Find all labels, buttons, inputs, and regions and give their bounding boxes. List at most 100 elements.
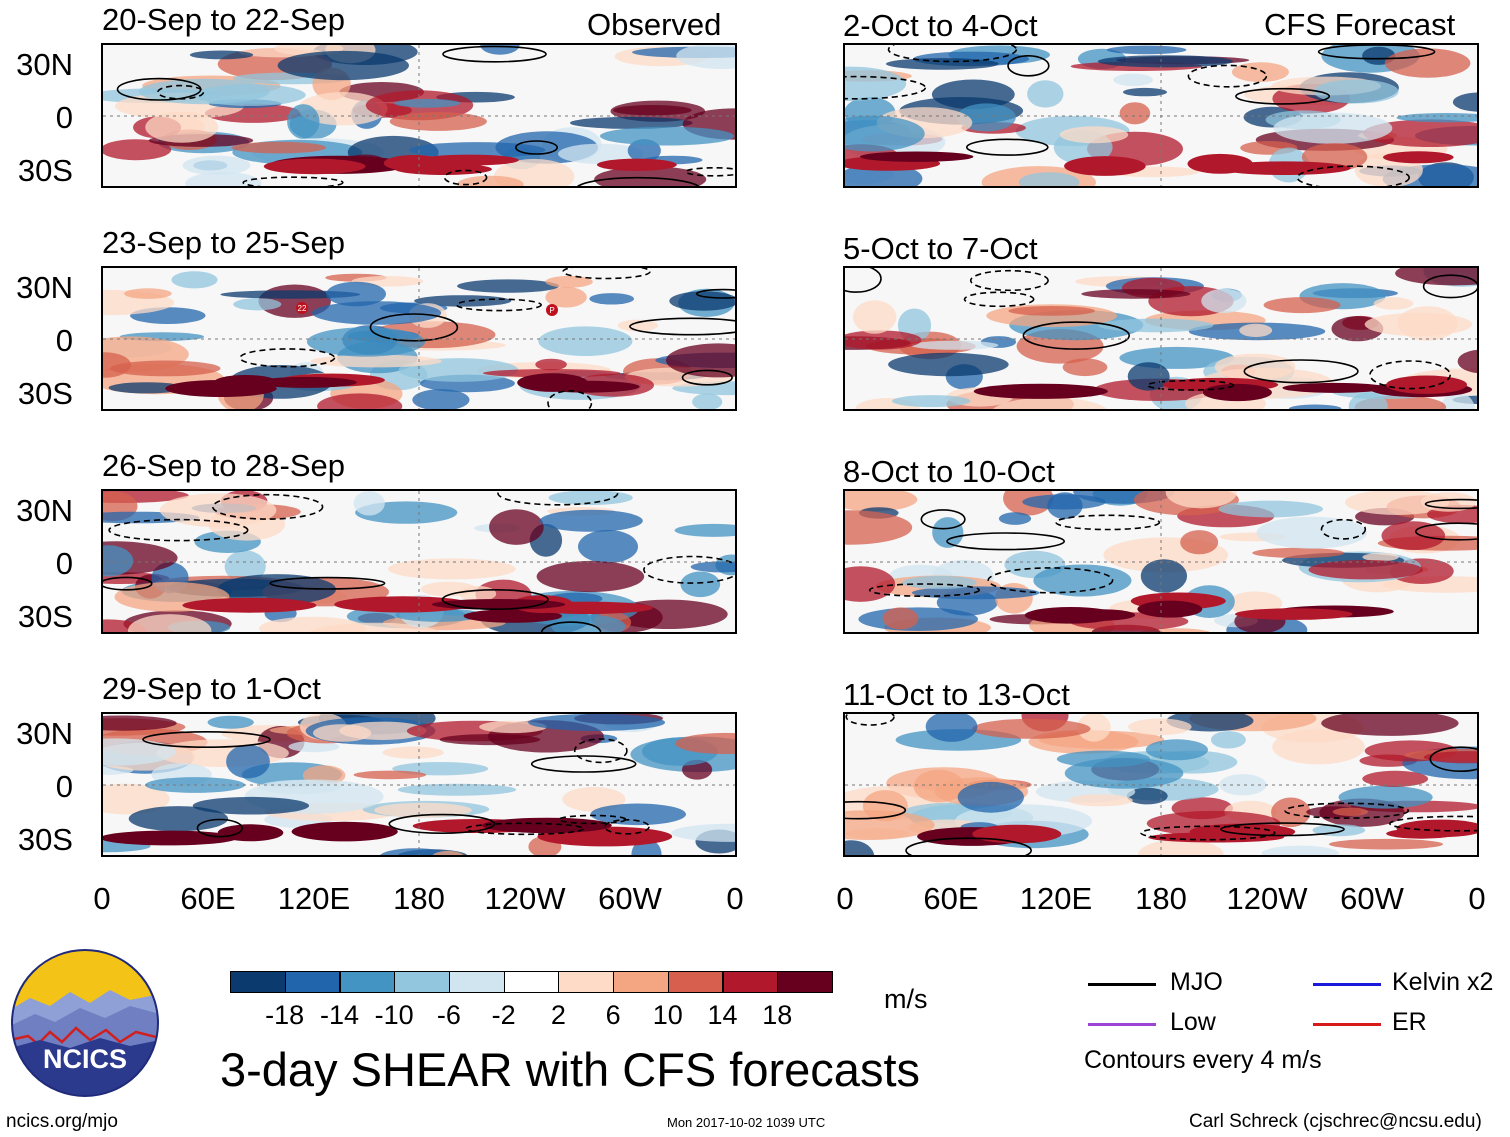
shear-blob [317, 393, 403, 409]
colorbar-label: -10 [374, 1000, 414, 1030]
shear-blob [690, 561, 735, 573]
shear-field [103, 491, 735, 632]
map-panel-forecast-3 [843, 489, 1479, 634]
colorbar-label: 14 [707, 1000, 738, 1030]
panel-title-fc-1: 2-Oct to 4-Oct [843, 8, 1038, 43]
panel-title-obs-2: 23-Sep to 25-Sep [102, 225, 346, 260]
shear-blob [666, 343, 735, 378]
shear-blob [1321, 714, 1459, 736]
shear-blob [1180, 530, 1219, 555]
legend-kelvin-label: Kelvin x2 [1392, 968, 1494, 996]
mjo-contour [681, 369, 733, 386]
mjo-contour [1389, 815, 1477, 832]
panel-title-fc-2: 5-Oct to 7-Oct [843, 231, 1038, 266]
mjo-contour [920, 509, 966, 530]
shear-blob [414, 295, 512, 307]
shear-field [845, 714, 1477, 855]
logo-text: NCICS [43, 1044, 127, 1074]
shear-blob [217, 574, 336, 605]
mjo-contour [540, 621, 602, 632]
mjo-contour [1220, 822, 1345, 837]
mjo-contour [443, 169, 488, 186]
shear-blob [1362, 770, 1429, 787]
footer-credit: Carl Schreck (cjschrec@ncsu.edu) [1189, 1111, 1482, 1132]
shear-blob [1288, 404, 1342, 409]
footer-url: ncics.org/mjo [6, 1111, 118, 1132]
lat-30n-4: 30N [16, 716, 73, 751]
shear-blob [1165, 491, 1237, 509]
mjo-contour [963, 291, 1035, 308]
mjo-contour [1317, 45, 1436, 60]
mjo-contour [845, 268, 882, 293]
colorbar-label: -6 [436, 1000, 461, 1030]
shear-blob [334, 596, 472, 613]
shear-blob [1027, 80, 1064, 108]
shear-blob [599, 126, 735, 146]
lat-0-4: 0 [55, 769, 73, 804]
shear-blob [1126, 787, 1168, 805]
shear-field [845, 491, 1477, 632]
panel-title-obs-1: 20-Sep to 22-Sep [102, 2, 346, 37]
shear-blob [1210, 731, 1246, 749]
legend-low-label: Low [1170, 1008, 1216, 1036]
mjo-contour [987, 567, 1114, 594]
shear-blob [1077, 714, 1111, 742]
map-panel-observed-1 [101, 43, 737, 188]
shear-blob [528, 714, 666, 731]
shear-blob [457, 279, 560, 293]
shear-blob [397, 783, 517, 796]
shear-blob [1064, 609, 1136, 621]
shear-blob [998, 512, 1032, 525]
shear-blob [1423, 751, 1477, 764]
shear-blob [231, 141, 326, 154]
shear-blob [1202, 383, 1272, 402]
mjo-contour [1055, 514, 1161, 531]
panel-title-fc-3: 8-Oct to 10-Oct [843, 454, 1055, 489]
colorbar-swatch [339, 971, 396, 993]
map-panel-forecast-2 [843, 266, 1479, 411]
shear-blob [1047, 492, 1083, 520]
shear-blob [993, 397, 1107, 409]
mjo-contour [211, 493, 324, 520]
shear-blob [382, 746, 444, 759]
footer-timestamp: Mon 2017-10-02 1039 UTC [667, 1115, 826, 1130]
mjo-contour [441, 589, 549, 611]
shear-blob [888, 352, 1009, 377]
mjo-contour [969, 269, 1049, 292]
lon-obs-180: 180 [393, 881, 445, 916]
shear-blob [562, 786, 626, 812]
colorbar-label: 6 [605, 1000, 621, 1030]
mjo-contour [562, 268, 651, 280]
shear-blob [379, 848, 451, 855]
colorbar-label: -14 [319, 1000, 360, 1030]
shear-blob [409, 142, 546, 158]
shear-blob [845, 840, 875, 855]
main-title: 3-day SHEAR with CFS forecasts [220, 1043, 920, 1096]
shear-blob [692, 393, 723, 409]
lon-fc-0: 0 [836, 881, 854, 916]
shear-blob [103, 783, 170, 815]
colorbar-swatch [394, 971, 450, 993]
lon-fc-180: 180 [1135, 881, 1187, 916]
mjo-contour [966, 138, 1049, 156]
shear-field: 22 P [103, 268, 735, 409]
mjo-contour [1140, 825, 1276, 841]
map-panel-observed-4 [101, 712, 737, 857]
mjo-contour [156, 84, 205, 100]
mjo-contour [1243, 359, 1359, 384]
shear-blob [578, 529, 638, 564]
shear-blob [165, 380, 277, 397]
shear-blob [387, 558, 516, 580]
shear-blob [1218, 500, 1323, 518]
shear-field [845, 268, 1477, 409]
shear-blob [182, 155, 251, 176]
colorbar-swatch [503, 971, 560, 993]
mjo-contour [242, 176, 344, 186]
lon-fc-60w: 60W [1340, 881, 1404, 916]
lon-obs-120w: 120W [484, 881, 566, 916]
lon-obs-60e: 60E [180, 881, 236, 916]
shear-blob [669, 291, 735, 311]
shear-blob [1008, 306, 1095, 316]
shear-blob [128, 806, 229, 832]
map-panel-observed-3 [101, 489, 737, 634]
